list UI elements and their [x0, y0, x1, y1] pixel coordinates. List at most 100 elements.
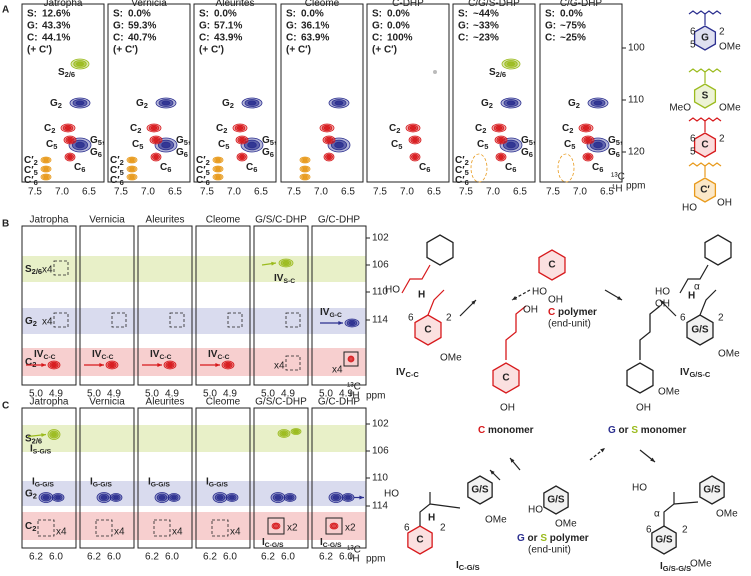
label: IS-G/S [30, 443, 52, 455]
label: ~23% [473, 33, 499, 44]
label: 7.5 [546, 187, 560, 198]
label-part: C [160, 162, 167, 173]
label: HO [384, 489, 399, 500]
zoom-box [285, 355, 301, 371]
label-part: 2 [144, 101, 148, 110]
label: ¹H [612, 184, 623, 195]
label-part: 6 [120, 178, 124, 187]
contour [330, 523, 338, 529]
contour [506, 100, 516, 106]
label-part: C′ [196, 155, 206, 166]
label: IG/S-G/S [660, 561, 691, 573]
label-part: 5 [98, 138, 102, 147]
label-part: 6 [599, 165, 603, 174]
label-part: 2 [396, 126, 400, 135]
label-part: C [478, 425, 485, 436]
label: HO [532, 287, 547, 298]
label: 7.0 [573, 187, 587, 198]
label: G: [545, 21, 556, 32]
label-part: 6 [206, 178, 210, 187]
label: OMe [716, 509, 738, 520]
label-part: G [50, 98, 58, 109]
label: OMe [690, 559, 712, 570]
label: Jatropha [30, 397, 69, 408]
label-part: C-C [43, 354, 55, 361]
zoom-box [111, 312, 127, 328]
ring [492, 362, 520, 394]
contour [287, 495, 293, 500]
spectrum-frame [107, 3, 191, 183]
label: G2 [136, 98, 148, 110]
contour [326, 137, 332, 142]
contour [215, 175, 221, 179]
label: C′2 [455, 155, 469, 167]
ring [693, 132, 717, 158]
label: 4.9 [223, 389, 237, 400]
label: IG-G/S [32, 476, 54, 488]
label: ~44% [473, 9, 499, 20]
label-part: C [44, 123, 51, 134]
label: G: [372, 21, 383, 32]
label: C polymer [548, 307, 597, 318]
contour [585, 137, 591, 142]
label-part: 2 [34, 158, 38, 167]
contour [216, 495, 224, 500]
label: Jatropha [30, 215, 69, 226]
contour [506, 141, 516, 149]
label: C2 [25, 521, 36, 533]
label-part: C [475, 123, 482, 134]
label-part: G [176, 147, 184, 158]
label-part: 6 [529, 150, 533, 159]
arrow-head [41, 363, 46, 367]
label-part: IV [396, 367, 406, 378]
label: G [701, 33, 709, 44]
label-part: 6 [465, 178, 469, 187]
spectrum-frame [21, 225, 77, 386]
label: G2 [481, 98, 493, 110]
label: G6 [521, 147, 533, 159]
label: IC-G/S [320, 537, 342, 549]
label: S: [458, 9, 468, 20]
label: C′6 [24, 175, 38, 187]
label: 7.5 [373, 187, 387, 198]
zoom-box [153, 519, 171, 537]
label-part: C [46, 139, 53, 150]
label: ~75% [560, 21, 586, 32]
label: 6.0 [281, 552, 295, 563]
label-part: 2/6 [65, 70, 75, 79]
arrow-head [157, 363, 162, 367]
label-part: G-G/S [93, 481, 113, 488]
label: G/S [547, 495, 565, 506]
ring [693, 177, 717, 203]
label-part: C [216, 123, 223, 134]
label-part: 5 [398, 142, 402, 151]
label-part: 6 [616, 150, 620, 159]
contour [412, 154, 418, 159]
label: 114 [372, 501, 388, 512]
label: 7.5 [28, 187, 42, 198]
label: x4 [274, 361, 285, 372]
label: x4 [56, 527, 67, 538]
label: G/S [691, 325, 709, 336]
label: G2 [568, 98, 580, 110]
contour [282, 260, 290, 265]
label: 2 [718, 313, 724, 324]
label-part: G [90, 147, 98, 158]
label: 6.2 [319, 552, 333, 563]
label: C: [286, 33, 297, 44]
backbone [688, 162, 722, 167]
label: HO [632, 483, 647, 494]
contour [153, 154, 159, 159]
contour [585, 154, 591, 159]
arrow-head [99, 363, 104, 367]
label: 6.5 [427, 187, 441, 198]
label: G5, [608, 135, 623, 147]
label: ppm [626, 181, 645, 192]
label-part: 2 [489, 101, 493, 110]
label: (+ C′) [286, 45, 311, 56]
label: OMe [555, 519, 577, 530]
ring [467, 475, 493, 505]
ring [699, 475, 725, 505]
label: C [416, 535, 423, 546]
label-part: G [517, 533, 525, 544]
